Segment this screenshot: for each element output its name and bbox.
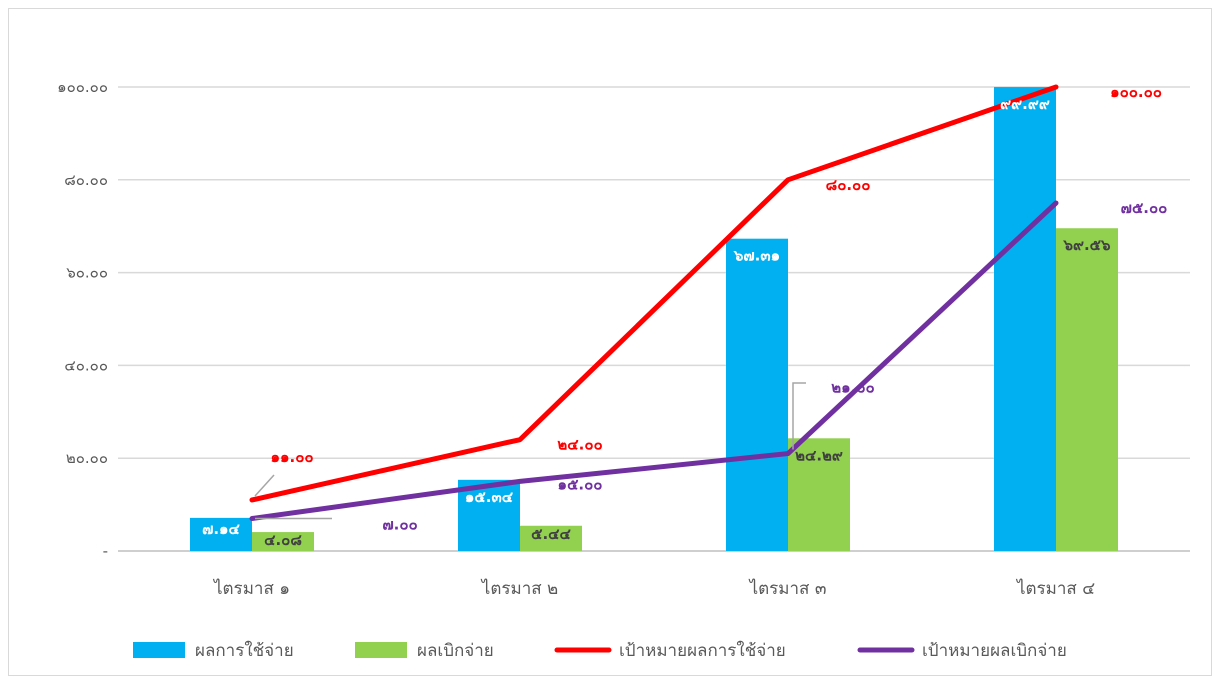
bar-data-label: ๙๙.๙๙ — [1000, 95, 1050, 113]
lines — [249, 84, 1059, 522]
bar-data-label: ๕.๔๔ — [531, 525, 571, 543]
line-data-label: ๘๐.๐๐ — [826, 176, 871, 194]
bar-data-label: ๖๙.๕๖ — [1062, 236, 1111, 254]
bar-data-label: ๖๗.๓๑ — [733, 247, 780, 265]
line-data-label: ๑๑.๐๐ — [270, 448, 313, 466]
bar — [458, 479, 520, 551]
y-tick-label: - — [103, 542, 108, 560]
series-line — [249, 84, 1059, 503]
x-tick-label: ไตรมาส ๔ — [1015, 578, 1095, 599]
bar — [1056, 228, 1118, 552]
x-tick-label: ไตรมาส ๑ — [212, 578, 290, 599]
y-tick-label: ๒๐.๐๐ — [66, 449, 108, 467]
line-data-label: ๑๐๐.๐๐ — [1110, 83, 1162, 101]
legend-label: ผลเบิกจ่าย — [417, 641, 494, 661]
line-data-label: ๒๑.๐๐ — [831, 379, 874, 397]
y-tick-label: ๖๐.๐๐ — [66, 264, 108, 282]
bar — [520, 525, 582, 551]
bar — [726, 238, 788, 552]
legend-swatch — [355, 642, 407, 658]
legend-label: เป้าหมายผลเบิกจ่าย — [922, 641, 1067, 661]
bar-data-label: ๑๕.๓๔ — [465, 488, 514, 506]
leader-line — [254, 474, 275, 497]
bar — [994, 87, 1056, 552]
series-line — [249, 200, 1059, 522]
bar — [190, 517, 252, 551]
data-labels: ๗.๑๔ ๑๕.๓๔ ๖๗.๓๑ ๙๙.๙๙๔.๐๘ ๕.๔๔ ๒๔.๒๙ ๖๙.๕๖๑๑.… — [202, 83, 1167, 549]
x-axis: ไตรมาส ๑ ไตรมาส ๒ ไตรมาส ๓ ไตรมาส ๔ — [212, 578, 1095, 599]
legend-swatch — [133, 642, 185, 658]
y-tick-label: ๔๐.๐๐ — [64, 356, 108, 374]
leader-line — [792, 382, 806, 450]
line-data-label: ๒๔.๐๐ — [557, 436, 602, 454]
line-data-label: ๑๕.๐๐ — [558, 475, 603, 493]
bar-data-label: ๒๔.๒๙ — [795, 446, 843, 464]
x-tick-label: ไตรมาส ๓ — [748, 578, 827, 599]
bar-data-label: ๗.๑๔ — [202, 520, 240, 538]
bar — [252, 532, 314, 551]
x-tick-label: ไตรมาส ๒ — [480, 578, 558, 599]
legend: ผลการใช้จ่าย ผลเบิกจ่าย เป้าหมายผลการใช้จ่… — [133, 640, 1067, 661]
line-data-label: ๗.๐๐ — [382, 516, 417, 534]
legend-label: ผลการใช้จ่าย — [195, 640, 294, 661]
y-tick-label: ๘๐.๐๐ — [64, 171, 108, 189]
legend-label: เป้าหมายผลการใช้จ่าย — [619, 640, 786, 661]
bar-data-label: ๔.๐๘ — [264, 531, 302, 549]
bar — [788, 438, 850, 551]
y-tick-label: ๑๐๐.๐๐ — [57, 78, 108, 96]
line-data-label: ๗๕.๐๐ — [1121, 199, 1168, 217]
y-axis: - ๒๐.๐๐ ๔๐.๐๐ ๖๐.๐๐ ๘๐.๐๐ ๑๐๐.๐๐ — [57, 78, 108, 560]
bars — [190, 87, 1118, 552]
